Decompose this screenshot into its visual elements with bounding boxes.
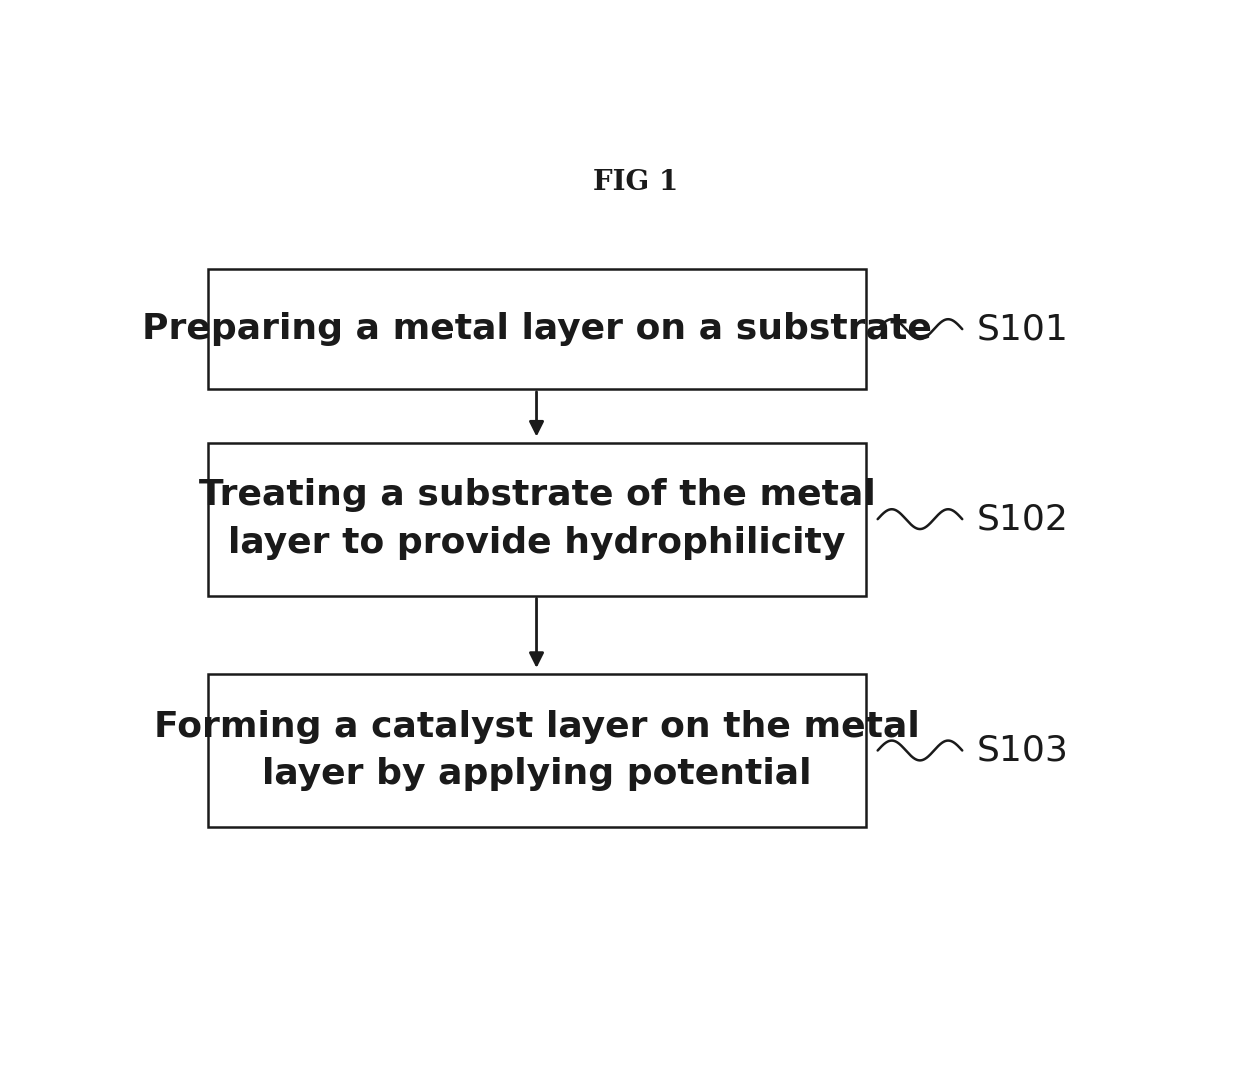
Text: Treating a substrate of the metal
layer to provide hydrophilicity: Treating a substrate of the metal layer … (198, 479, 875, 560)
Bar (208, 674, 867, 827)
Bar (208, 269, 867, 389)
Text: Forming a catalyst layer on the metal
layer by applying potential: Forming a catalyst layer on the metal la… (154, 709, 920, 791)
Text: Preparing a metal layer on a substrate: Preparing a metal layer on a substrate (143, 312, 932, 347)
Text: S103: S103 (977, 734, 1069, 767)
Text: FIG 1: FIG 1 (593, 168, 678, 196)
Text: S101: S101 (977, 312, 1069, 347)
Bar (208, 443, 867, 596)
Text: S102: S102 (977, 502, 1069, 536)
